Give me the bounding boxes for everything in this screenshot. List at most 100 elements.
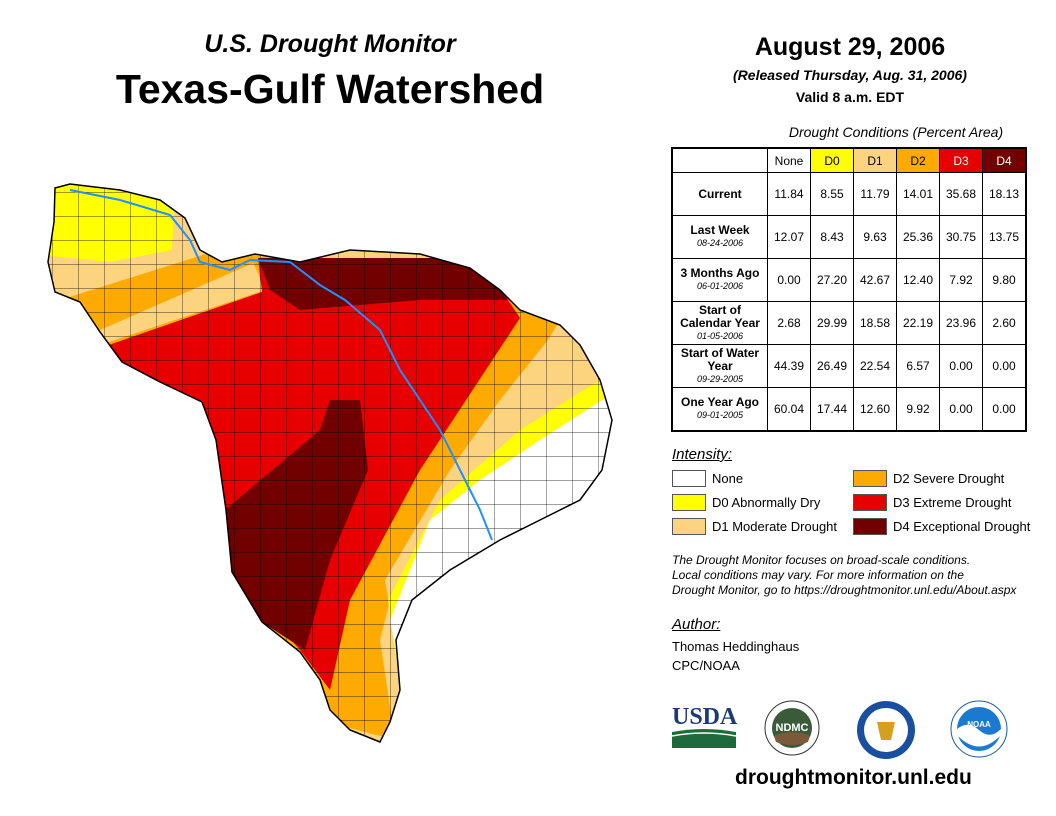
table-cell: 23.96 — [939, 301, 983, 345]
table-cell: 17.44 — [810, 387, 854, 431]
table-cell: 29.99 — [810, 301, 854, 345]
legend-label: D3 Extreme Drought — [893, 495, 1012, 510]
table-cell: 13.75 — [982, 215, 1026, 259]
table-cell: 7.92 — [939, 258, 983, 302]
ndmc-logo: NDMC — [764, 700, 820, 756]
county-boundaries — [48, 184, 612, 742]
column-header-d1: D1 — [853, 148, 897, 173]
author-name: Thomas Heddinghaus — [672, 639, 800, 654]
legend-swatch — [672, 494, 706, 511]
author-info: Thomas Heddinghaus CPC/NOAA — [672, 637, 799, 675]
usda-logo: USDA — [671, 704, 738, 748]
table-cell: 27.20 — [810, 258, 854, 302]
row-label-text: Current — [698, 186, 742, 201]
table-cell: 0.00 — [939, 387, 983, 431]
table-row: Last Week 08-24-2006 12.07 8.43 9.63 25.36 30.… — [672, 215, 1026, 259]
table-cell: 12.40 — [896, 258, 940, 302]
table-cell: 25.36 — [896, 215, 940, 259]
river — [69, 189, 493, 541]
legend-label: D1 Moderate Drought — [712, 519, 838, 534]
row-date: 08-24-2006 — [696, 238, 744, 248]
row-label: 3 Months Ago 06-01-2006 — [672, 258, 768, 302]
map-date: August 29, 2006 — [754, 33, 946, 61]
legend-swatch — [853, 518, 887, 535]
table-row: One Year Ago 09-01-2005 60.04 17.44 12.60 9.9… — [672, 387, 1026, 431]
row-label-text: Last Week — [690, 223, 750, 237]
legend-item: D0 Abnormally Dry — [672, 494, 820, 511]
drought-conditions-table: None D0 D1 D2 D3 D4 Current 11.84 8.55 11.79 14.01… — [671, 147, 1027, 432]
table-cell: 30.75 — [939, 215, 983, 259]
table-cell: 11.79 — [853, 172, 897, 216]
legend-item: D3 Extreme Drought — [853, 494, 1012, 511]
row-label: Last Week 08-24-2006 — [672, 215, 768, 259]
column-header-d4: D4 — [982, 148, 1026, 173]
legend-item: D2 Severe Drought — [853, 470, 1004, 487]
row-label: Current — [672, 172, 768, 216]
table-cell: 14.01 — [896, 172, 940, 216]
table-cell: 0.00 — [767, 258, 811, 302]
note-line: Drought Monitor, go to https://droughtmo… — [672, 583, 1017, 597]
row-date: 01-05-2006 — [696, 330, 744, 341]
table-row: 3 Months Ago 06-01-2006 0.00 27.20 42.67 12.4… — [672, 258, 1026, 302]
table-cell: 9.63 — [853, 215, 897, 259]
row-label: One Year Ago 09-01-2005 — [672, 387, 768, 431]
table-cell: 9.92 — [896, 387, 940, 431]
table-cell: 0.00 — [939, 344, 983, 388]
svg-text:USDA: USDA — [672, 704, 738, 730]
author-label: Author: — [672, 616, 721, 633]
legend-label: None — [712, 471, 744, 486]
table-cell: 8.43 — [810, 215, 854, 259]
release-date: (Released Thursday, Aug. 31, 2006) — [733, 67, 967, 83]
legend-label: D0 Abnormally Dry — [712, 495, 821, 510]
table-cell: 60.04 — [767, 387, 811, 431]
table-row: Start of Water Year 09-29-2005 44.39 26.49 2… — [672, 344, 1026, 388]
table-cell: 8.55 — [810, 172, 854, 216]
table-cell: 0.00 — [982, 344, 1026, 388]
table-cell: 0.00 — [982, 387, 1026, 431]
table-cell: 44.39 — [767, 344, 811, 388]
map-title: Texas-Gulf Watershed — [115, 66, 545, 112]
table-row: Current 11.84 8.55 11.79 14.01 35.68 18.13 — [672, 172, 1026, 216]
table-cell: 18.58 — [853, 301, 897, 345]
table-cell: 35.68 — [939, 172, 983, 216]
table-cell: 22.19 — [896, 301, 940, 345]
table-cell: 2.60 — [982, 301, 1026, 345]
legend-swatch — [672, 470, 706, 487]
drought-map — [47, 183, 613, 743]
table-cell: 2.68 — [767, 301, 811, 345]
commerce-seal-logo — [857, 701, 915, 759]
legend-title: Intensity: — [672, 446, 733, 463]
row-date: 09-29-2005 — [696, 373, 744, 384]
table-corner — [673, 149, 768, 173]
column-header-d0: D0 — [810, 148, 854, 173]
row-label-text: Start of Water Year — [680, 345, 760, 373]
noaa-logo: NOAA — [950, 700, 1008, 758]
table-cell: 12.60 — [853, 387, 897, 431]
legend-item: D1 Moderate Drought — [672, 518, 837, 535]
legend-label: D2 Severe Drought — [893, 471, 1005, 486]
legend-item: D4 Exceptional Drought — [853, 518, 1030, 535]
row-label-text: 3 Months Ago — [680, 266, 760, 280]
note-line: Local conditions may vary. For more info… — [672, 568, 964, 582]
column-header-d2: D2 — [896, 148, 940, 173]
disclaimer-note: The Drought Monitor focuses on broad-sca… — [672, 553, 1052, 598]
svg-text:NOAA: NOAA — [967, 720, 991, 729]
legend-swatch — [672, 518, 706, 535]
table-caption: Drought Conditions (Percent Area) — [788, 124, 1004, 140]
table-cell: 11.84 — [767, 172, 811, 216]
note-line: The Drought Monitor focuses on broad-sca… — [672, 553, 971, 567]
legend-swatch — [853, 470, 887, 487]
legend-label: D4 Exceptional Drought — [893, 519, 1031, 534]
valid-time: Valid 8 a.m. EDT — [795, 89, 905, 105]
legend-item: None — [672, 470, 743, 487]
column-header-d3: D3 — [939, 148, 983, 173]
svg-text:NDMC: NDMC — [776, 722, 809, 734]
row-label: Start of Calendar Year 01-05-2006 — [672, 301, 768, 345]
column-header-none: None — [767, 148, 811, 173]
map-subtitle: U.S. Drought Monitor — [204, 30, 456, 58]
row-label-text: One Year Ago — [680, 395, 760, 409]
row-date: 09-01-2005 — [696, 410, 744, 420]
footer-url[interactable]: droughtmonitor.unl.edu — [735, 766, 972, 789]
row-date: 06-01-2006 — [696, 281, 744, 291]
